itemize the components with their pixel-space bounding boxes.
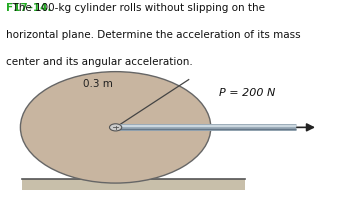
Text: F17–14.: F17–14.	[6, 3, 52, 13]
Circle shape	[20, 72, 211, 183]
Text: horizontal plane. Determine the acceleration of its mass: horizontal plane. Determine the accelera…	[6, 30, 301, 40]
Circle shape	[109, 124, 122, 131]
Bar	[22, 179, 245, 190]
Text: The 100-kg cylinder rolls without slipping on the: The 100-kg cylinder rolls without slippi…	[6, 3, 265, 13]
Text: center and its angular acceleration.: center and its angular acceleration.	[6, 57, 193, 67]
Text: P = 200 N: P = 200 N	[219, 88, 276, 98]
Text: 0.3 m: 0.3 m	[83, 79, 113, 89]
